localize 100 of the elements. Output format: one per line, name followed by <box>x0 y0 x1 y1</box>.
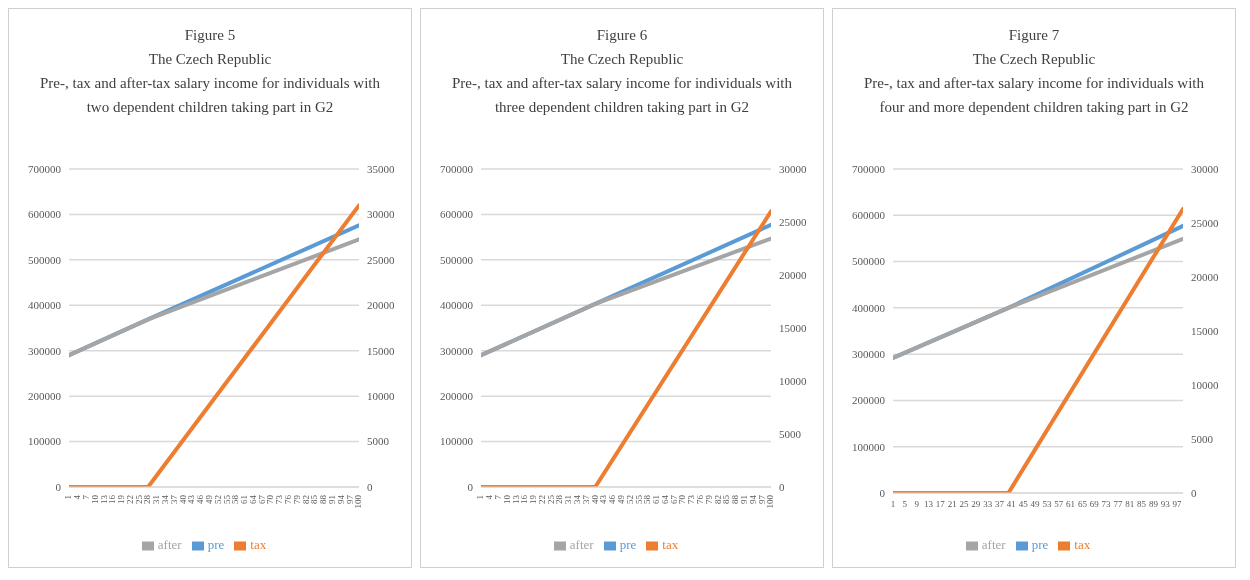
y2-tick-label: 30000 <box>1191 162 1219 175</box>
x-tick-label: 43 <box>186 494 197 504</box>
x-tick-label: 77 <box>1113 499 1123 510</box>
x-tick-label: 70 <box>677 494 688 504</box>
x-tick-label: 82 <box>300 495 311 504</box>
y2-tick-label: 30000 <box>367 208 395 221</box>
legend-label: tax <box>250 537 267 552</box>
chart-subtitle: The Czech Republic Pre-, tax and after-tax salary income for individuals with three dependent children taking part in G2 <box>451 50 793 117</box>
x-tick-label: 19 <box>116 494 127 504</box>
x-tick-label: 25 <box>959 499 970 510</box>
y-tick-label: 300000 <box>852 348 886 361</box>
x-tick-label: 94 <box>335 494 346 504</box>
x-tick-label: 57 <box>1054 499 1064 510</box>
x-tick-label: 88 <box>318 494 329 504</box>
x-tick-label: 97 <box>344 494 355 504</box>
y2-tick-label: 0 <box>1191 486 1197 499</box>
x-tick-label: 85 <box>721 494 732 504</box>
x-tick-label: 67 <box>256 494 267 504</box>
x-tick-label: 49 <box>204 494 214 504</box>
x-tick-label: 34 <box>160 494 171 504</box>
y-tick-label: 500000 <box>440 253 474 266</box>
x-tick-label: 76 <box>695 494 706 504</box>
legend-label: after <box>981 537 1006 552</box>
y-tick-label: 0 <box>879 486 886 499</box>
y2-tick-label: 25000 <box>1191 216 1219 229</box>
x-tick-label: 4 <box>484 494 495 500</box>
x-tick-label: 91 <box>739 495 750 504</box>
x-tick-label: 53 <box>1042 499 1052 510</box>
x-tick-label: 16 <box>107 494 118 504</box>
x-tick-label: 73 <box>274 494 285 504</box>
x-tick-label: 4 <box>72 494 83 500</box>
x-tick-label: 1 <box>890 499 896 510</box>
x-tick-label: 22 <box>124 495 135 504</box>
x-tick-label: 49 <box>616 494 626 504</box>
x-tick-label: 61 <box>651 495 662 504</box>
y2-tick-label: 15000 <box>779 321 807 334</box>
chart-title: Figure 7 <box>1007 26 1061 45</box>
y2-tick-label: 30000 <box>779 162 807 175</box>
x-tick-label: 25 <box>133 494 144 504</box>
y2-tick-label: 10000 <box>367 390 395 403</box>
x-tick-label: 79 <box>703 494 714 504</box>
x-tick-label: 13 <box>510 494 521 504</box>
chart-subtitle: The Czech Republic Pre-, tax and after-tax salary income for individuals with four and more dependent children taking part in G2 <box>863 50 1205 117</box>
y2-tick-label: 10000 <box>779 374 807 387</box>
x-tick-label: 10 <box>89 494 100 504</box>
x-tick-label: 1 <box>63 495 74 500</box>
y-tick-label: 100000 <box>440 435 474 448</box>
x-tick-label: 76 <box>283 494 294 504</box>
y2-tick-label: 10000 <box>1191 378 1219 391</box>
x-tick-label: 1 <box>475 495 486 500</box>
x-tick-label: 17 <box>935 499 946 510</box>
y-tick-label: 600000 <box>440 208 474 221</box>
y-tick-label: 700000 <box>28 162 62 175</box>
x-tick-label: 58 <box>230 494 241 504</box>
y2-tick-label: 5000 <box>779 427 802 440</box>
x-tick-label: 31 <box>151 495 162 504</box>
y2-tick-label: 15000 <box>367 344 395 357</box>
y-tick-label: 300000 <box>28 344 62 357</box>
x-tick-label: 73 <box>1101 499 1112 510</box>
x-tick-label: 33 <box>983 499 993 510</box>
x-tick-label: 64 <box>247 494 258 504</box>
y2-tick-label: 20000 <box>1191 270 1219 283</box>
x-tick-label: 13 <box>98 494 109 504</box>
legend-label: after <box>157 537 182 552</box>
y-tick-label: 700000 <box>852 162 886 175</box>
x-tick-label: 94 <box>747 494 758 504</box>
y-tick-label: 500000 <box>28 253 62 266</box>
y2-tick-label: 25000 <box>779 215 807 228</box>
chart-subtitle: The Czech Republic Pre-, tax and after-tax salary income for individuals with two dependent children taking part in G2 <box>39 50 381 117</box>
y-tick-label: 600000 <box>28 208 62 221</box>
x-tick-label: 85 <box>1137 499 1147 510</box>
x-tick-label: 73 <box>686 494 697 504</box>
y-tick-label: 400000 <box>28 299 62 312</box>
y-tick-label: 100000 <box>28 435 62 448</box>
x-tick-label: 25 <box>545 494 556 504</box>
y-tick-label: 700000 <box>440 162 474 175</box>
y-tick-label: 600000 <box>852 209 886 222</box>
x-tick-label: 41 <box>1006 499 1016 510</box>
x-tick-label: 67 <box>668 494 679 504</box>
y-tick-label: 400000 <box>852 301 886 314</box>
x-tick-label: 52 <box>212 495 223 504</box>
y2-tick-label: 35000 <box>367 162 395 175</box>
chart-title: Figure 5 <box>183 26 237 45</box>
x-tick-label: 46 <box>195 494 206 504</box>
x-tick-label: 19 <box>528 494 539 504</box>
x-tick-label: 28 <box>554 494 565 504</box>
x-tick-label: 31 <box>563 495 574 504</box>
x-tick-label: 70 <box>265 494 276 504</box>
x-tick-label: 79 <box>291 494 302 504</box>
y2-tick-label: 0 <box>779 480 785 493</box>
x-tick-label: 64 <box>659 494 670 504</box>
y-tick-label: 200000 <box>28 390 62 403</box>
x-tick-label: 22 <box>536 495 547 504</box>
y2-tick-label: 5000 <box>1191 432 1214 445</box>
y-tick-label: 0 <box>55 480 62 493</box>
x-tick-label: 85 <box>309 494 320 504</box>
y2-tick-label: 15000 <box>1191 324 1219 337</box>
x-tick-label: 7 <box>492 494 503 500</box>
x-tick-label: 58 <box>642 494 653 504</box>
y-tick-label: 500000 <box>852 255 886 268</box>
